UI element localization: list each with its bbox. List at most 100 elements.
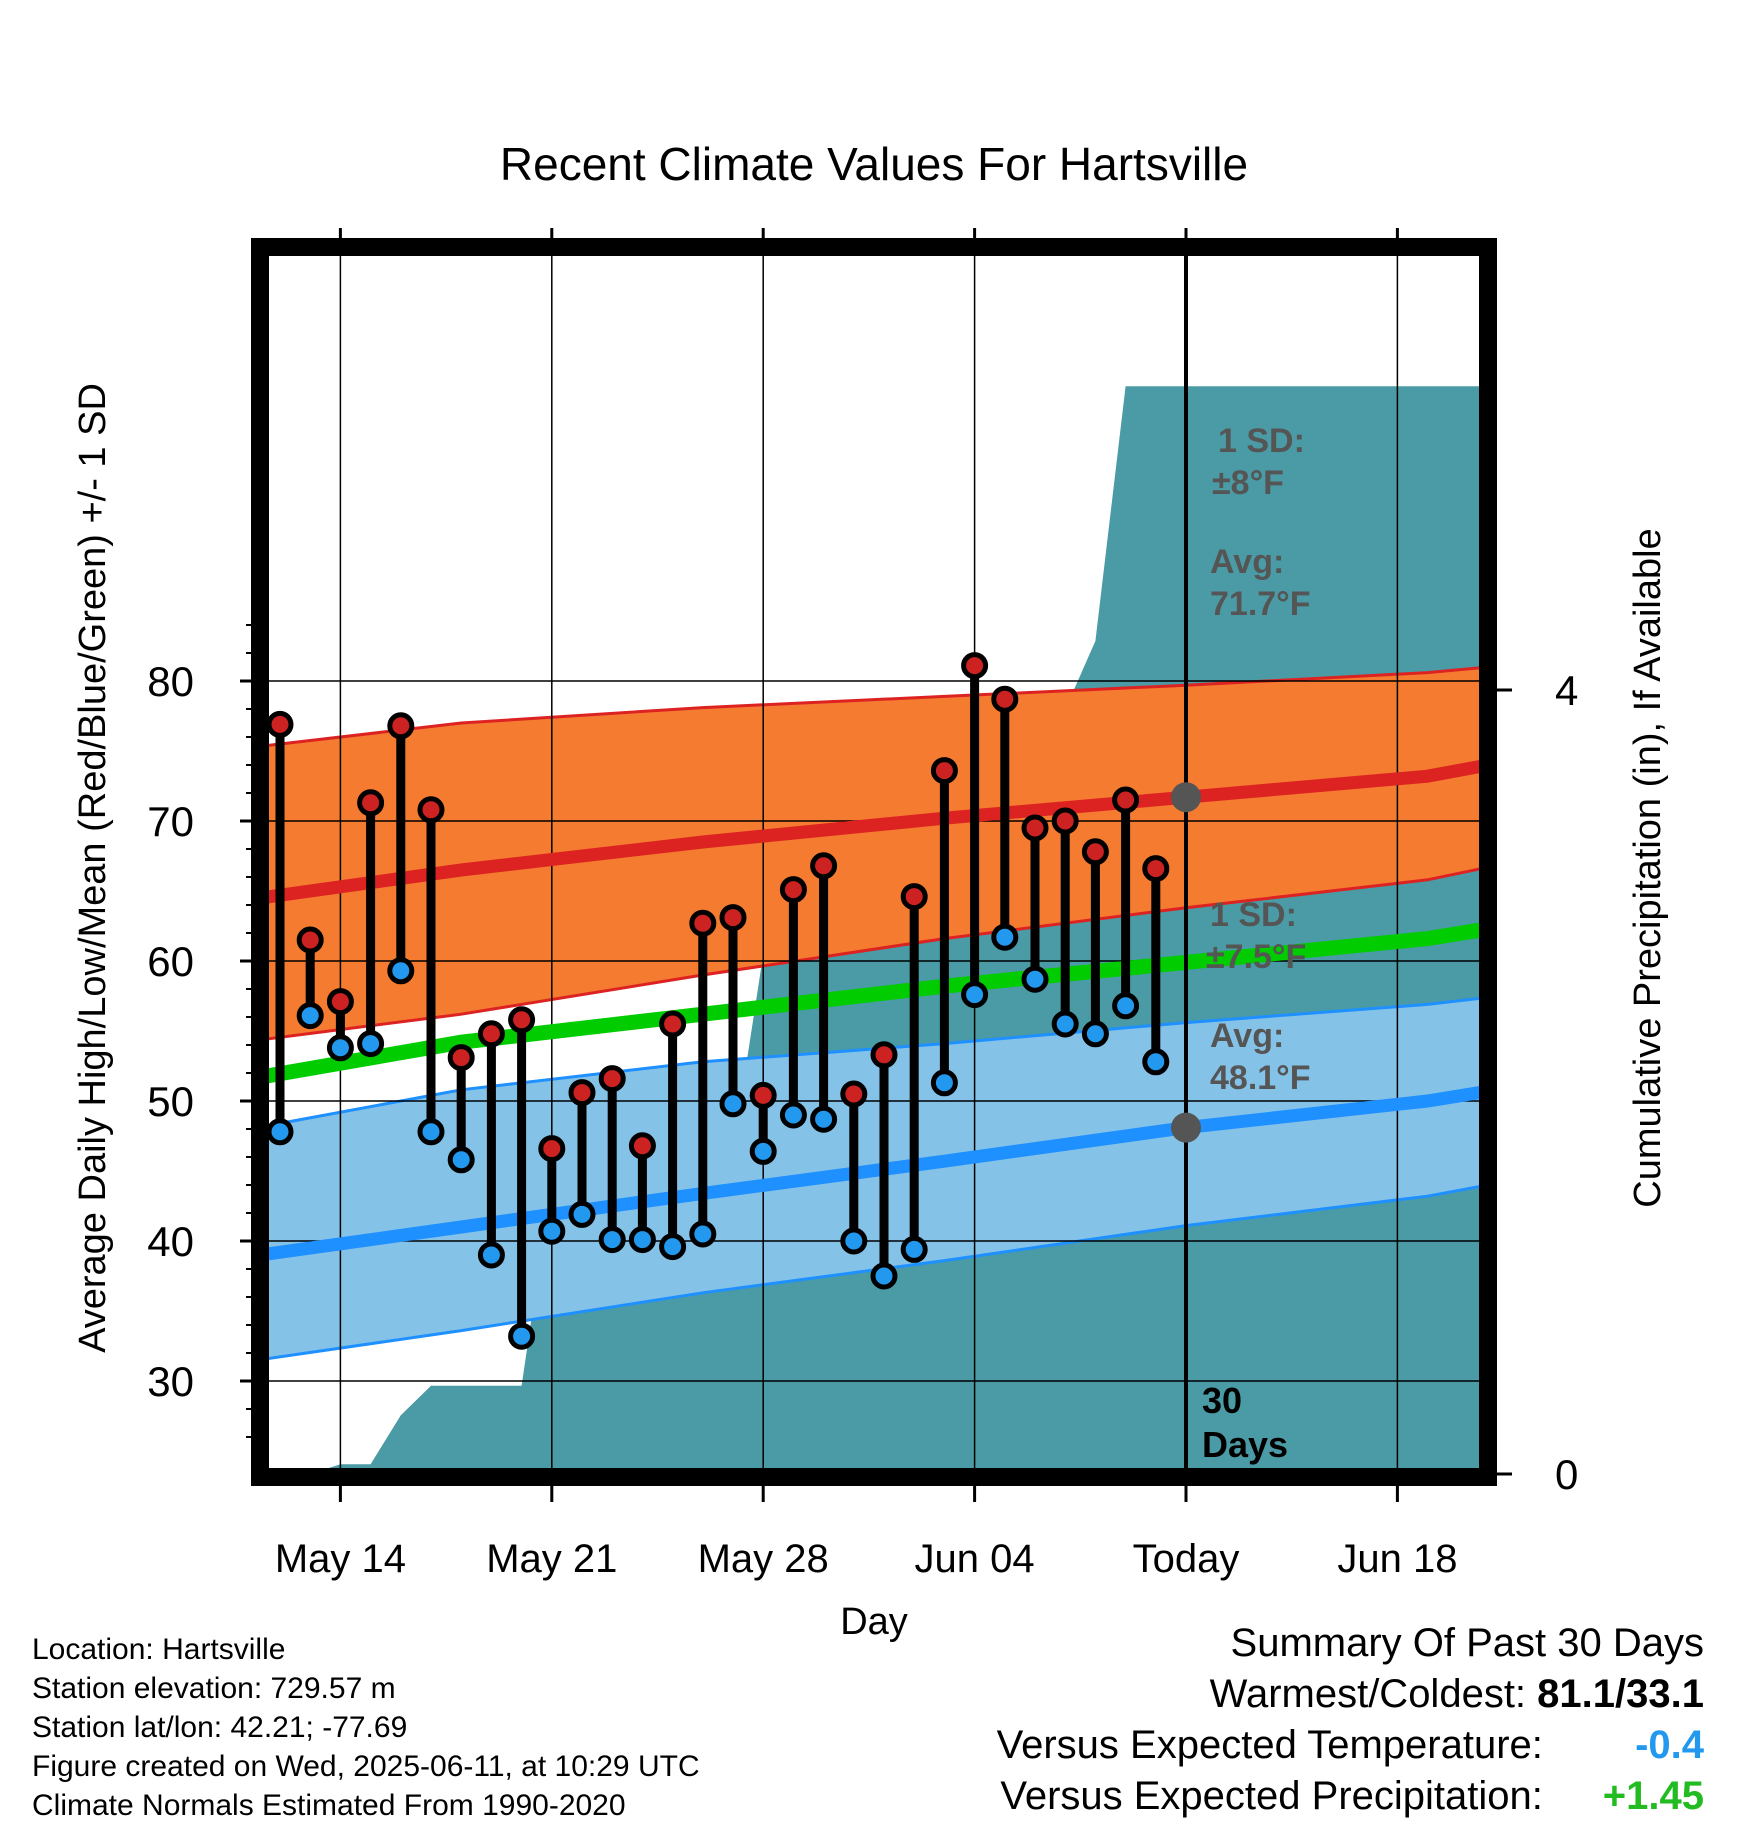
low-lower-line [265, 1184, 1483, 1361]
low-point [840, 1227, 868, 1255]
temp-label: Versus Expected Temperature: [996, 1723, 1543, 1767]
high-point [779, 876, 807, 904]
low-point [1081, 1020, 1109, 1048]
latlon-text: Station lat/lon: 42.21; -77.69 [32, 1711, 408, 1744]
high-point [447, 1044, 475, 1072]
y-tick-label: 50 [147, 1078, 194, 1125]
high-point [1112, 786, 1140, 814]
high-sd-value: ±8°F [1212, 464, 1284, 502]
high-point [659, 1010, 687, 1038]
low-point [659, 1233, 687, 1261]
normals-text: Climate Normals Estimated From 1990-2020 [32, 1789, 626, 1822]
high-point [387, 712, 415, 740]
low-point [568, 1200, 596, 1228]
high-point [870, 1041, 898, 1069]
high-sd-band [265, 667, 1483, 1040]
x-tick-label: Jun 18 [1337, 1537, 1457, 1581]
y2-tick-label: 4 [1555, 667, 1578, 714]
low-point [357, 1030, 385, 1058]
created-text: Figure created on Wed, 2025-06-11, at 10… [32, 1750, 700, 1783]
high-avg-value: 71.7°F [1210, 585, 1311, 623]
y-tick-label: 60 [147, 938, 194, 985]
low-avg-value: 48.1°F [1210, 1059, 1311, 1097]
summary-temp-row: Versus Expected Temperature: -0.4 [997, 1720, 1704, 1771]
low-point [810, 1105, 838, 1133]
warmest-label: Warmest/Coldest: [1209, 1672, 1527, 1716]
high-point [1142, 855, 1170, 883]
high-point [628, 1132, 656, 1160]
low-avg-label: Avg: [1210, 1017, 1284, 1055]
high-point [1021, 814, 1049, 842]
high-point [326, 988, 354, 1016]
low-point [477, 1241, 505, 1269]
location-text: Location: Hartsville [32, 1633, 286, 1666]
low-sd-label: 1 SD: [1210, 896, 1297, 934]
low-point [930, 1069, 958, 1097]
low-point [296, 1002, 324, 1030]
summary-panel: Summary Of Past 30 Days Warmest/Coldest:… [997, 1618, 1704, 1822]
high-point [598, 1065, 626, 1093]
low-point [1112, 992, 1140, 1020]
low-point [961, 981, 989, 1009]
low-point [719, 1090, 747, 1118]
x-tick-label: May 14 [275, 1537, 406, 1581]
today-days-number: 30 [1202, 1380, 1242, 1421]
y-tick-label: 40 [147, 1218, 194, 1265]
y-axis-label: Average Daily High/Low/Mean (Red/Blue/Gr… [72, 383, 114, 1353]
summary-warmest-row: Warmest/Coldest: 81.1/33.1 [997, 1669, 1704, 1720]
high-upper-line [265, 665, 1483, 748]
high-point [1081, 838, 1109, 866]
low-point [1051, 1010, 1079, 1038]
low-point [447, 1146, 475, 1174]
temp-value: -0.4 [1635, 1723, 1704, 1767]
today-days-label: Days [1202, 1424, 1288, 1465]
high-point [1051, 807, 1079, 835]
elevation-text: Station elevation: 729.57 m [32, 1672, 396, 1705]
low-point [538, 1217, 566, 1245]
low-point [779, 1101, 807, 1129]
high-point [749, 1081, 777, 1109]
low-point [1021, 965, 1049, 993]
high-sd-label: 1 SD: [1218, 422, 1305, 460]
y2-tick-label: 0 [1555, 1451, 1578, 1498]
high-point [357, 789, 385, 817]
low-point [508, 1322, 536, 1350]
y-tick-label: 70 [147, 798, 194, 845]
high-point [477, 1020, 505, 1048]
high-point [689, 909, 717, 937]
today-high-avg-marker [1171, 782, 1201, 813]
high-point [961, 652, 989, 680]
low-point [689, 1220, 717, 1248]
plot-frame [251, 238, 1497, 1486]
plot-interior [265, 252, 1483, 1472]
chart-title: Recent Climate Values For Hartsville [500, 138, 1248, 190]
high-point [900, 883, 928, 911]
precip-label: Versus Expected Precipitation: [1000, 1774, 1543, 1818]
y2-axis-label: Cumulative Precipitation (in), If Availa… [1627, 528, 1669, 1207]
high-point [568, 1079, 596, 1107]
low-point [387, 957, 415, 985]
high-point [296, 926, 324, 954]
high-point [417, 796, 445, 824]
high-avg-label: Avg: [1210, 543, 1284, 581]
x-tick-label: Jun 04 [915, 1537, 1035, 1581]
low-point [598, 1226, 626, 1254]
low-sd-value: ±7.5°F [1206, 938, 1306, 976]
high-point [719, 904, 747, 932]
today-low-avg-marker [1171, 1112, 1201, 1143]
x-tick-label: Today [1133, 1537, 1240, 1581]
plot-area: 1 SD: ±8°F Avg: 71.7°F 1 SD: ±7.5°F Avg: 48.1°F… [147, 228, 1578, 1581]
high-point [538, 1135, 566, 1163]
low-point [991, 923, 1019, 951]
warmest-value: 81.1/33.1 [1537, 1672, 1704, 1716]
summary-precip-row: Versus Expected Precipitation: +1.45 [997, 1771, 1704, 1822]
low-point [900, 1235, 928, 1263]
low-point [266, 1118, 294, 1146]
station-info: Location: Hartsville Station elevation: … [32, 1630, 700, 1825]
y-tick-label: 80 [147, 658, 194, 705]
high-point [991, 685, 1019, 713]
x-tick-label: May 28 [698, 1537, 829, 1581]
low-normal-line [265, 1085, 1483, 1261]
high-point [840, 1080, 868, 1108]
